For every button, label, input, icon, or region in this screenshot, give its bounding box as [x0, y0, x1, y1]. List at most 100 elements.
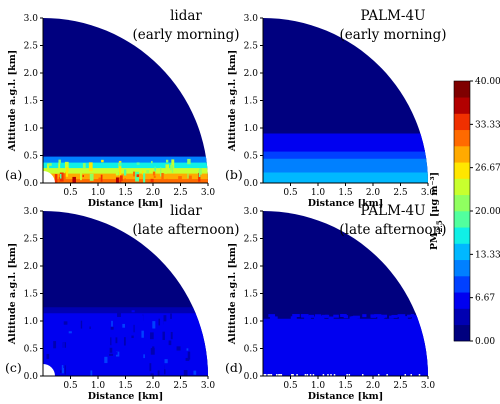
colorbar-segment — [454, 243, 470, 261]
x-tick-label: 3.0 — [421, 188, 436, 198]
lidar-streak — [123, 337, 126, 346]
lidar-streak — [115, 177, 119, 183]
y-tick-label: 1.0 — [244, 317, 259, 327]
lidar-streak — [170, 164, 172, 171]
palm-edge — [328, 316, 334, 320]
lidar-streak — [59, 172, 64, 182]
palm-edge — [343, 315, 349, 319]
y-axis-label: Altitude a.g.l. [km] — [227, 243, 238, 346]
x-tick-label: 2.5 — [173, 381, 188, 391]
lidar-streak — [187, 158, 191, 165]
lidar-streak — [136, 162, 140, 165]
colorbar-segment — [454, 227, 470, 244]
lidar-streak — [163, 315, 167, 322]
lidar-streak — [150, 373, 154, 376]
layer-band — [263, 318, 428, 376]
lidar-streak — [80, 320, 83, 329]
lidar-streak — [144, 337, 147, 348]
lidar-streak — [136, 174, 140, 178]
ground-speck — [361, 374, 364, 376]
panel-subtitle: (early morning) — [340, 27, 447, 43]
panel-subtitle: (late afternoon) — [339, 222, 446, 238]
lidar-streak — [161, 173, 164, 180]
x-axis-label: Distance [km] — [308, 198, 383, 209]
panel-d: 0.0 0.5 1.0 1.5 2.0 2.5 3.0 0.5 1.0 1.5 2.0 2.5 3.0 D… — [225, 203, 447, 402]
lidar-streak — [187, 351, 191, 360]
lidar-streak — [152, 171, 156, 176]
lidar-streak — [143, 173, 146, 183]
lidar-streak — [162, 326, 166, 331]
lidar-streak — [176, 346, 181, 351]
palm-edge — [314, 314, 322, 318]
lidar-streak — [204, 320, 208, 325]
palm-edge — [407, 314, 411, 318]
lidar-streak — [119, 162, 122, 167]
palm-edge — [362, 314, 367, 318]
x-tick-label: 3.0 — [201, 188, 216, 198]
palm-edge — [304, 315, 311, 319]
layer-band — [263, 141, 428, 152]
lidar-streak — [132, 315, 135, 321]
ground-speck — [306, 374, 309, 376]
lidar-streak — [187, 173, 189, 179]
lidar-streak — [152, 346, 155, 355]
lidar-streak — [204, 335, 207, 343]
lidar-streak — [198, 172, 201, 182]
lidar-streak — [165, 159, 169, 163]
x-tick-label: 1.0 — [311, 188, 326, 198]
lidar-streak — [115, 170, 119, 176]
colorbar-tick-label: 13.33 — [475, 250, 500, 260]
lidar-streak — [152, 321, 156, 329]
y-tick-label: 2.5 — [244, 42, 259, 52]
lidar-streak — [114, 351, 118, 355]
ground-speck — [386, 374, 388, 376]
colorbar-tick-label: 33.33 — [475, 120, 500, 130]
ground-speck — [304, 374, 307, 376]
lidar-streak — [203, 325, 207, 334]
layer-band — [263, 172, 428, 183]
lidar-streak — [100, 174, 103, 182]
lidar-streak — [72, 176, 76, 183]
x-tick-label: 0.5 — [283, 381, 298, 391]
lidar-streak — [141, 170, 144, 175]
panel-label: (c) — [5, 360, 22, 375]
y-tick-label: 1.0 — [24, 317, 39, 327]
x-tick-label: 1.0 — [91, 381, 106, 391]
lidar-streak — [58, 159, 61, 164]
lidar-streak — [90, 370, 93, 376]
panel-label: (d) — [225, 360, 243, 375]
y-tick-label: 1.5 — [244, 97, 259, 107]
ground-speck — [267, 374, 269, 376]
y-tick-label: 3.0 — [244, 14, 259, 24]
x-tick-label: 1.5 — [118, 188, 133, 198]
ground-speck — [296, 374, 298, 376]
panel-subtitle: (late afternoon) — [132, 222, 239, 238]
panels-group: 0.0 0.5 1.0 1.5 2.0 2.5 3.0 0.5 1.0 1.5 2.0 2.5 3.0 D… — [5, 8, 447, 402]
lidar-streak — [199, 168, 202, 175]
lidar-streak — [169, 348, 172, 358]
ground-speck — [333, 374, 336, 376]
ground-speck — [264, 374, 267, 376]
lidar-streak — [164, 365, 166, 375]
lidar-streak — [79, 315, 82, 321]
ground-speck — [346, 374, 348, 376]
palm-edge — [401, 316, 408, 320]
ground-speck — [291, 374, 293, 376]
lidar-streak — [169, 370, 171, 374]
lidar-streak — [64, 315, 66, 319]
x-tick-label: 1.5 — [118, 381, 133, 391]
lidar-streak — [63, 362, 65, 368]
lidar-streak — [65, 170, 69, 177]
lidar-streak — [154, 166, 156, 172]
colorbar-segment — [454, 146, 470, 163]
colorbar-segment — [454, 129, 470, 147]
panel-a: 0.0 0.5 1.0 1.5 2.0 2.5 3.0 0.5 1.0 1.5 2.0 2.5 3.0 D… — [5, 8, 240, 209]
layer-band — [43, 156, 208, 163]
ground-speck — [276, 374, 278, 376]
palm-edge — [380, 314, 388, 318]
ground-speck — [330, 374, 332, 376]
ground-speck — [279, 374, 281, 376]
lidar-streak — [202, 331, 204, 336]
y-tick-label: 2.0 — [244, 69, 259, 79]
palm-edge — [410, 313, 415, 317]
